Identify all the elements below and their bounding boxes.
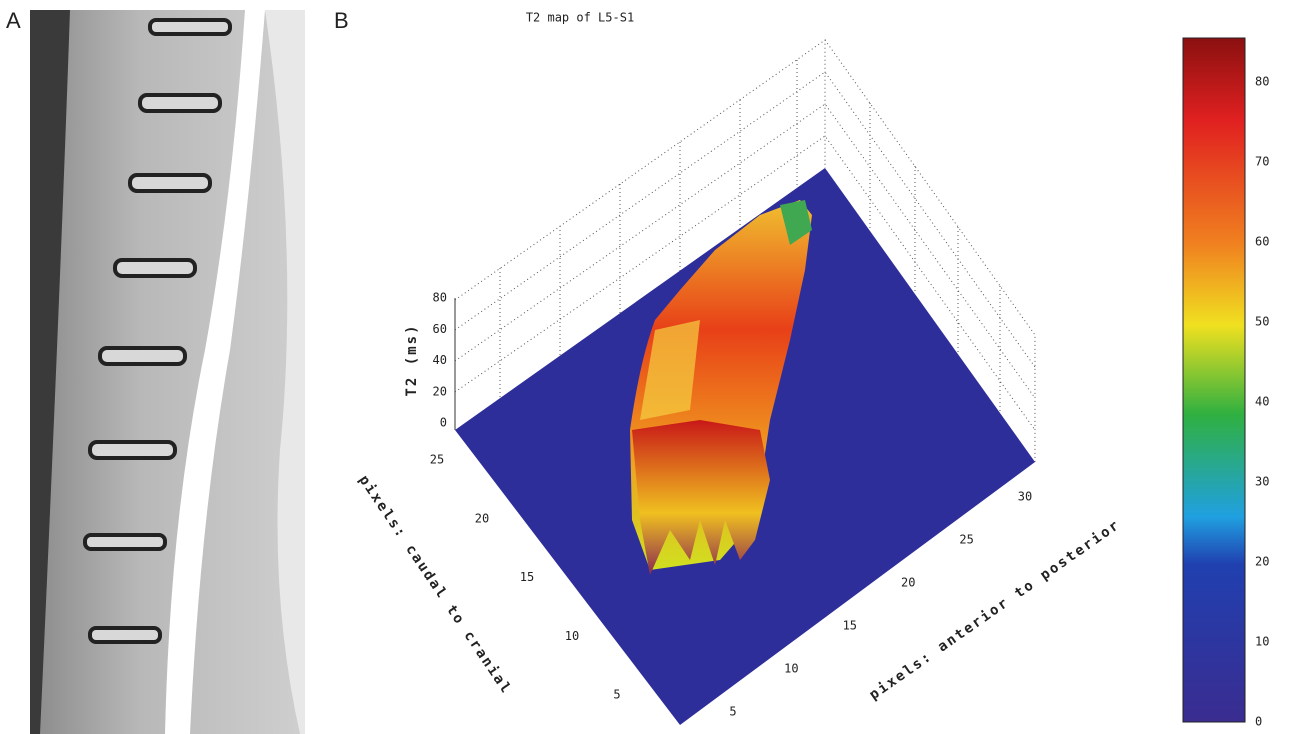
colorbar-tick-label: 50 [1255, 315, 1269, 329]
panel-label: A [6, 8, 21, 33]
y-tick-label: 25 [430, 453, 444, 467]
colorbar-tick-label: 10 [1255, 635, 1269, 649]
surface [630, 200, 812, 575]
y-axis-label: pixels: caudal to cranial [355, 472, 514, 697]
colorbar-tick-label: 60 [1255, 235, 1269, 249]
colorbar-tick-label: 20 [1255, 555, 1269, 569]
y-tick-label: 10 [565, 629, 579, 643]
z-tick-label: 20 [433, 384, 447, 398]
z-tick-label: 0 [440, 416, 447, 430]
colorbar [1182, 37, 1246, 723]
x-tick-label: 20 [901, 576, 915, 590]
x-tick-label: 15 [843, 619, 857, 633]
colorbar-tick-label: 40 [1255, 395, 1269, 409]
colorbar-tick-label: 30 [1255, 475, 1269, 489]
plot-title: T2 map of L5-S1 [526, 11, 634, 25]
y-tick-label: 20 [475, 511, 489, 525]
grid-walls [454, 39, 1036, 462]
z-tick-label: 60 [433, 322, 447, 336]
z-tick-label: 80 [433, 291, 447, 305]
colorbar-tick-label: 0 [1255, 715, 1262, 729]
x-tick-label: 5 [729, 705, 736, 719]
mri-image [30, 10, 305, 734]
x-tick-label: 25 [959, 533, 973, 547]
z-tick-label: 40 [433, 353, 447, 367]
y-tick-label: 15 [520, 570, 534, 584]
colorbar-tick-label: 80 [1255, 75, 1269, 89]
panel-label: B [334, 8, 349, 33]
x-tick-label: 30 [1018, 490, 1032, 504]
z-axis-label: T2 (ms) [404, 323, 420, 396]
x-tick-label: 10 [784, 662, 798, 676]
y-tick-label: 5 [613, 688, 620, 702]
colorbar-tick-label: 70 [1255, 155, 1269, 169]
